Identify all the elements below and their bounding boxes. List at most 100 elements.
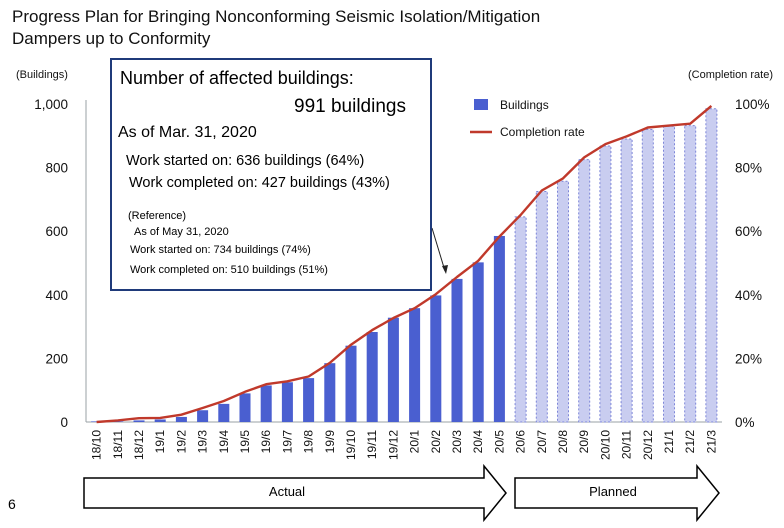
x-tick-label: 18/12 — [132, 430, 146, 460]
x-tick-label: 20/6 — [514, 430, 528, 454]
planned-bar — [641, 128, 654, 423]
y2-tick-label: 100% — [735, 97, 770, 112]
chart-axes — [85, 100, 722, 423]
x-tick-label: 19/1 — [153, 430, 167, 454]
legend-bar-label: Buildings — [500, 98, 549, 112]
summary-callout: Number of affected buildings: 991 buildi… — [110, 58, 432, 291]
actual-bar — [409, 308, 421, 422]
y-axis-ticks: 0 200 400 600 800 1,000 0% 20% 40% 60% 80% 100% (Bui… — [16, 69, 773, 430]
x-tick-label: 18/11 — [111, 430, 125, 459]
actual-bar — [303, 378, 315, 422]
x-tick-label: 18/10 — [90, 430, 104, 460]
page-title: Progress Plan for Bringing Nonconforming… — [12, 6, 540, 50]
actual-bar — [260, 385, 272, 422]
x-tick-label: 19/8 — [302, 430, 316, 454]
planned-bar — [599, 145, 612, 423]
y2-tick-label: 0% — [735, 415, 755, 430]
actual-bar — [430, 295, 442, 422]
x-tick-label: 19/4 — [217, 430, 231, 454]
planned-bar — [556, 180, 570, 423]
x-tick-label: 19/6 — [259, 430, 273, 454]
planned-bar — [705, 108, 718, 423]
y-tick-label: 800 — [45, 161, 68, 176]
y-tick-label: 600 — [45, 224, 68, 239]
x-tick-label: 19/10 — [344, 430, 358, 460]
actual-bar — [451, 278, 463, 422]
actual-bar — [175, 416, 187, 422]
actual-bar — [154, 419, 166, 422]
x-tick-label: 20/10 — [598, 430, 612, 460]
actual-bar — [324, 363, 336, 422]
y2-tick-label: 80% — [735, 161, 762, 176]
actual-bar — [239, 393, 251, 422]
y2-tick-label: 60% — [735, 224, 762, 239]
x-tick-label: 20/7 — [535, 430, 549, 454]
x-tick-label: 19/5 — [238, 430, 252, 454]
x-tick-label: 21/3 — [704, 430, 718, 454]
x-tick-label: 19/3 — [196, 430, 210, 454]
x-tick-label: 21/1 — [662, 430, 676, 454]
y-tick-label: 200 — [45, 351, 68, 366]
planned-bar — [662, 125, 676, 423]
callout-reference-started: Work started on: 734 buildings (74%) — [130, 244, 311, 256]
x-tick-label: 20/1 — [408, 430, 422, 454]
title-line-1: Progress Plan for Bringing Nonconforming… — [12, 7, 541, 26]
planned-bar — [578, 159, 591, 423]
chart-legend: Buildings Completion rate — [470, 98, 585, 139]
callout-reference-label: (Reference) — [128, 210, 187, 222]
actual-arrow — [83, 463, 507, 523]
planned-bar — [514, 216, 527, 423]
callout-pointer — [431, 227, 446, 272]
x-tick-label: 19/11 — [365, 430, 379, 459]
x-tick-label: 20/5 — [492, 430, 506, 454]
actual-bar — [472, 262, 484, 422]
y-tick-label: 1,000 — [34, 97, 68, 112]
y-tick-label: 0 — [60, 415, 68, 430]
x-tick-label: 20/9 — [577, 430, 591, 454]
period-arrows — [83, 227, 720, 523]
x-tick-label: 20/8 — [556, 430, 570, 454]
y2-tick-label: 40% — [735, 288, 762, 303]
actual-bar — [366, 332, 378, 422]
callout-reference-as-of: As of May 31, 2020 — [134, 226, 229, 238]
x-tick-label: 19/9 — [323, 430, 337, 454]
y-tick-label: 400 — [45, 288, 68, 303]
x-tick-label: 20/2 — [429, 430, 443, 454]
x-axis-ticks: 18/10 18/11 18/12 19/1 19/2 19/3 19/4 19/5 19/6 1… — [90, 430, 719, 460]
x-tick-label: 20/4 — [471, 430, 485, 454]
legend-bar-swatch — [474, 99, 488, 110]
x-tick-label: 20/3 — [450, 430, 464, 454]
callout-completed: Work completed on: 427 buildings (43%) — [129, 175, 390, 191]
actual-bar — [493, 235, 505, 422]
callout-reference-completed: Work completed on: 510 buildings (51%) — [130, 264, 328, 276]
line-series — [96, 104, 713, 424]
actual-bar — [218, 403, 230, 422]
left-axis-unit: (Buildings) — [16, 69, 68, 81]
title-line-2: Dampers up to Conformity — [12, 29, 211, 48]
x-tick-label: 20/12 — [641, 430, 655, 460]
planned-bar — [684, 125, 697, 423]
right-axis-unit: (Completion rate) — [688, 69, 773, 81]
planned-bar — [620, 138, 633, 423]
legend-line-label: Completion rate — [500, 125, 585, 139]
actual-bar — [133, 420, 145, 422]
x-tick-label: 19/7 — [280, 430, 294, 454]
callout-pointer-head — [442, 265, 448, 274]
x-tick-label: 19/2 — [174, 430, 188, 454]
x-tick-label: 21/2 — [683, 430, 697, 454]
actual-bar — [112, 421, 124, 422]
actual-bar — [197, 410, 209, 422]
actual-bar — [387, 317, 399, 422]
callout-started: Work started on: 636 buildings (64%) — [126, 153, 365, 169]
planned-bar — [535, 190, 548, 423]
bar-series — [91, 108, 718, 423]
x-tick-label: 19/12 — [386, 430, 400, 460]
x-tick-label: 20/11 — [620, 430, 634, 459]
callout-heading: Number of affected buildings: — [120, 68, 354, 88]
y2-tick-label: 20% — [735, 351, 762, 366]
callout-as-of: As of Mar. 31, 2020 — [118, 124, 257, 141]
planned-arrow-label: Planned — [589, 484, 637, 499]
completion-rate-line — [96, 104, 713, 424]
planned-arrow — [514, 463, 720, 523]
